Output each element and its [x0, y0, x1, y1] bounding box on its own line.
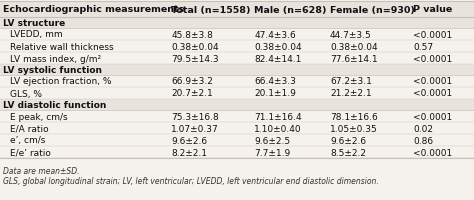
Text: 0.38±0.04: 0.38±0.04	[254, 42, 302, 51]
Text: LV ejection fraction, %: LV ejection fraction, %	[10, 77, 111, 86]
Bar	[0, 110, 474, 122]
Text: P value: P value	[413, 5, 452, 14]
Text: Relative wall thickness: Relative wall thickness	[10, 42, 114, 51]
Text: 21.2±2.1: 21.2±2.1	[330, 89, 372, 98]
Bar	[0, 2, 474, 18]
Text: 7.7±1.9: 7.7±1.9	[254, 148, 291, 157]
Text: 79.5±14.3: 79.5±14.3	[171, 54, 219, 63]
Text: E/e’ ratio: E/e’ ratio	[10, 148, 51, 157]
Text: 9.6±2.6: 9.6±2.6	[330, 136, 366, 145]
Text: Echocardiographic measurements: Echocardiographic measurements	[3, 5, 184, 14]
Bar	[0, 41, 474, 53]
Text: <0.0001: <0.0001	[413, 148, 452, 157]
Text: 0.38±0.04: 0.38±0.04	[171, 42, 219, 51]
Text: 77.6±14.1: 77.6±14.1	[330, 54, 378, 63]
Bar	[0, 65, 474, 76]
Text: <0.0001: <0.0001	[413, 30, 452, 39]
Bar	[0, 88, 474, 100]
Bar	[0, 29, 474, 41]
Text: 1.10±0.40: 1.10±0.40	[254, 124, 302, 133]
Text: GLS, %: GLS, %	[10, 89, 42, 98]
Text: LV systolic function: LV systolic function	[3, 66, 102, 75]
Text: E/A ratio: E/A ratio	[10, 124, 49, 133]
Bar	[0, 122, 474, 134]
Text: 0.38±0.04: 0.38±0.04	[330, 42, 378, 51]
Text: 67.2±3.1: 67.2±3.1	[330, 77, 372, 86]
Text: 75.3±16.8: 75.3±16.8	[171, 112, 219, 121]
Text: 71.1±16.4: 71.1±16.4	[254, 112, 302, 121]
Text: 44.7±3.5: 44.7±3.5	[330, 30, 372, 39]
Text: 1.05±0.35: 1.05±0.35	[330, 124, 378, 133]
Text: 8.5±2.2: 8.5±2.2	[330, 148, 366, 157]
Text: 78.1±16.6: 78.1±16.6	[330, 112, 378, 121]
Text: LVEDD, mm: LVEDD, mm	[10, 30, 63, 39]
Text: 45.8±3.8: 45.8±3.8	[171, 30, 213, 39]
Bar	[0, 100, 474, 110]
Text: LV diastolic function: LV diastolic function	[3, 100, 106, 109]
Text: GLS, global longitudinal strain; LV, left ventricular; LVEDD, left ventricular e: GLS, global longitudinal strain; LV, lef…	[3, 176, 379, 185]
Text: Total (n=1558): Total (n=1558)	[171, 5, 251, 14]
Text: <0.0001: <0.0001	[413, 54, 452, 63]
Text: Data are mean±SD.: Data are mean±SD.	[3, 167, 80, 176]
Text: LV structure: LV structure	[3, 19, 65, 28]
Text: 8.2±2.1: 8.2±2.1	[171, 148, 207, 157]
Text: LV mass index, g/m²: LV mass index, g/m²	[10, 54, 101, 63]
Bar	[0, 53, 474, 65]
Text: e’, cm/s: e’, cm/s	[10, 136, 46, 145]
Text: 66.4±3.3: 66.4±3.3	[254, 77, 296, 86]
Text: 66.9±3.2: 66.9±3.2	[171, 77, 213, 86]
Bar	[0, 134, 474, 146]
Text: 82.4±14.1: 82.4±14.1	[254, 54, 301, 63]
Text: 1.07±0.37: 1.07±0.37	[171, 124, 219, 133]
Text: 20.7±2.1: 20.7±2.1	[171, 89, 213, 98]
Bar	[0, 146, 474, 158]
Text: E peak, cm/s: E peak, cm/s	[10, 112, 68, 121]
Text: <0.0001: <0.0001	[413, 89, 452, 98]
Bar	[0, 76, 474, 88]
Text: 0.02: 0.02	[413, 124, 433, 133]
Text: 9.6±2.6: 9.6±2.6	[171, 136, 208, 145]
Text: 20.1±1.9: 20.1±1.9	[254, 89, 296, 98]
Text: Male (n=628): Male (n=628)	[254, 5, 327, 14]
Text: 0.57: 0.57	[413, 42, 433, 51]
Text: <0.0001: <0.0001	[413, 112, 452, 121]
Text: 9.6±2.5: 9.6±2.5	[254, 136, 291, 145]
Bar	[0, 18, 474, 29]
Text: 47.4±3.6: 47.4±3.6	[254, 30, 296, 39]
Text: 0.86: 0.86	[413, 136, 433, 145]
Text: Female (n=930): Female (n=930)	[330, 5, 415, 14]
Text: <0.0001: <0.0001	[413, 77, 452, 86]
